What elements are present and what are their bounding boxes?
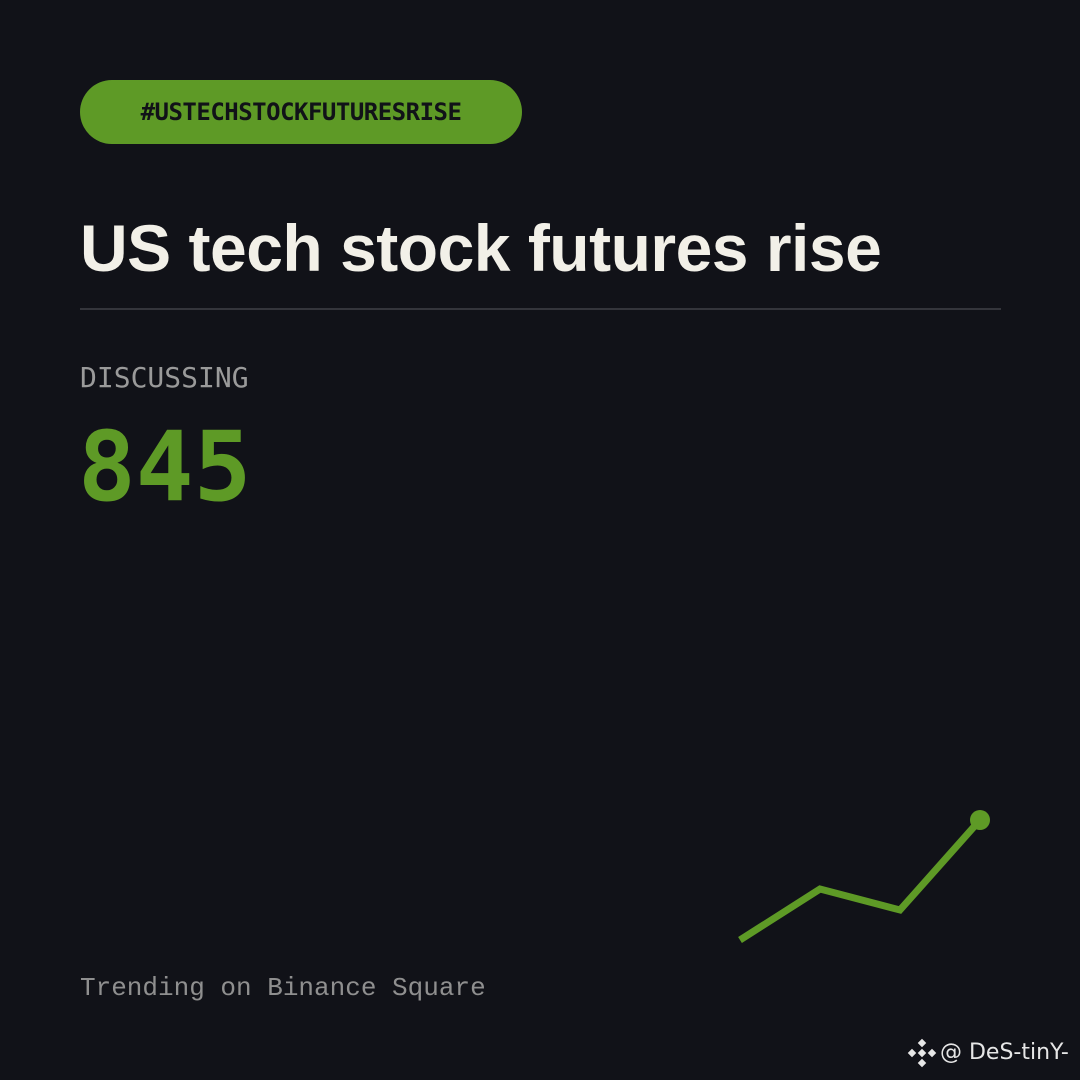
title: US tech stock futures rise — [80, 211, 882, 285]
metric-value: 845 — [78, 411, 252, 523]
metric-label: DISCUSSING — [80, 361, 249, 394]
sparkline — [738, 817, 983, 943]
logo-icon — [907, 1038, 937, 1068]
topic-tag[interactable]: #USTECHSTOCKFUTURESRISE — [80, 80, 522, 144]
sparkline-dot — [970, 810, 990, 830]
divider — [80, 308, 1001, 310]
watermark: @ DeS-tinY- — [940, 1040, 1069, 1065]
footer: Trending on Binance Square — [80, 973, 486, 1003]
